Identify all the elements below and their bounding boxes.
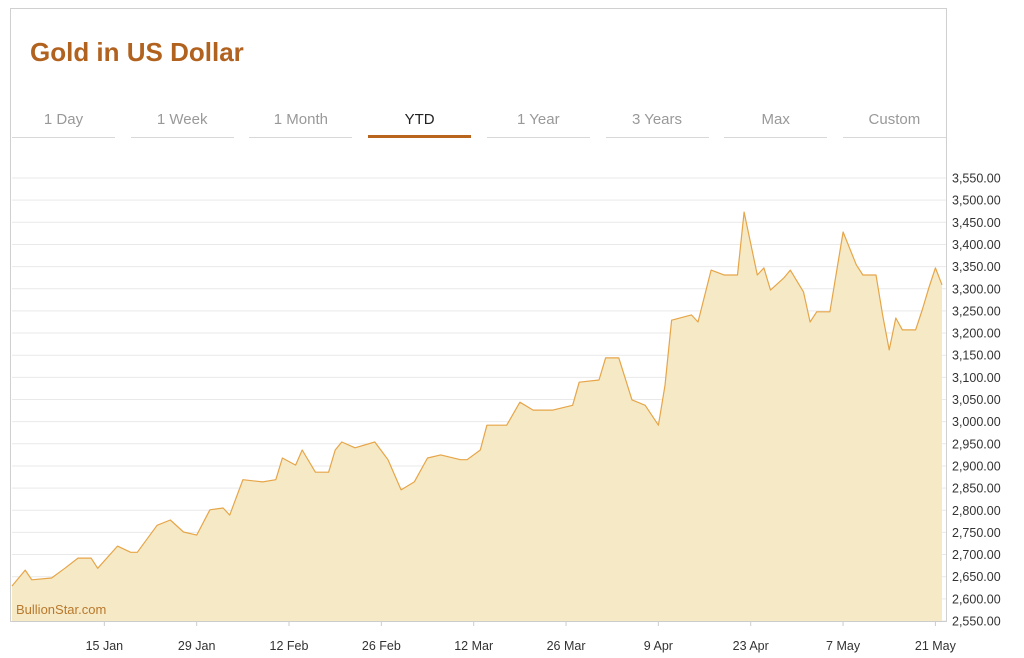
price-line xyxy=(11,211,943,587)
chart-title: Gold in US Dollar xyxy=(30,37,244,67)
x-tick-label: 21 May xyxy=(915,639,957,653)
x-tick-label: 15 Jan xyxy=(86,639,124,653)
y-tick-label: 2,950.00 xyxy=(952,437,1001,451)
y-tick-label: 3,000.00 xyxy=(952,415,1001,429)
y-tick-label: 3,350.00 xyxy=(952,260,1001,274)
y-tick-label: 2,900.00 xyxy=(952,459,1001,473)
y-tick-label: 3,250.00 xyxy=(952,304,1001,318)
y-tick-label: 3,550.00 xyxy=(952,172,1001,186)
range-tab[interactable]: 3 Years xyxy=(605,104,709,138)
plot xyxy=(11,211,943,621)
x-tick-label: 23 Apr xyxy=(733,639,769,653)
x-tick-label: 9 Apr xyxy=(644,639,673,653)
y-tick-label: 2,650.00 xyxy=(952,570,1001,584)
y-tick-label: 2,550.00 xyxy=(952,615,1001,629)
area-fill xyxy=(12,212,942,621)
y-tick-label: 2,700.00 xyxy=(952,548,1001,562)
y-tick-label: 3,050.00 xyxy=(952,393,1001,407)
x-tick-label: 12 Feb xyxy=(270,639,309,653)
y-tick-label: 2,800.00 xyxy=(952,504,1001,518)
y-tick-label: 2,600.00 xyxy=(952,592,1001,606)
y-tick-label: 3,500.00 xyxy=(952,194,1001,208)
range-tab[interactable]: Custom xyxy=(842,104,946,138)
y-tick-label: 3,150.00 xyxy=(952,349,1001,363)
range-tab[interactable]: YTD xyxy=(368,104,472,138)
y-tick-label: 3,400.00 xyxy=(952,238,1001,252)
range-tab[interactable]: 1 Year xyxy=(486,104,590,138)
x-tick-label: 26 Mar xyxy=(547,639,586,653)
y-tick-label: 3,450.00 xyxy=(952,216,1001,230)
y-tick-label: 3,100.00 xyxy=(952,371,1001,385)
y-tick-label: 3,200.00 xyxy=(952,327,1001,341)
watermark: BullionStar.com xyxy=(16,602,106,617)
x-tick-label: 29 Jan xyxy=(178,639,216,653)
range-tab[interactable]: Max xyxy=(724,104,828,138)
range-tab[interactable]: 1 Month xyxy=(249,104,353,138)
x-tick-label: 12 Mar xyxy=(454,639,493,653)
x-tick-label: 26 Feb xyxy=(362,639,401,653)
range-tab[interactable]: 1 Week xyxy=(130,104,234,138)
range-tabs: 1 Day 1 Week 1 Month YTD 1 Year 3 Years Max Cus… xyxy=(12,104,946,140)
y-tick-label: 2,750.00 xyxy=(952,526,1001,540)
x-tick-label: 7 May xyxy=(826,639,861,653)
range-tab[interactable]: 1 Day xyxy=(12,104,115,138)
y-tick-label: 2,850.00 xyxy=(952,482,1001,496)
y-tick-label: 3,300.00 xyxy=(952,282,1001,296)
